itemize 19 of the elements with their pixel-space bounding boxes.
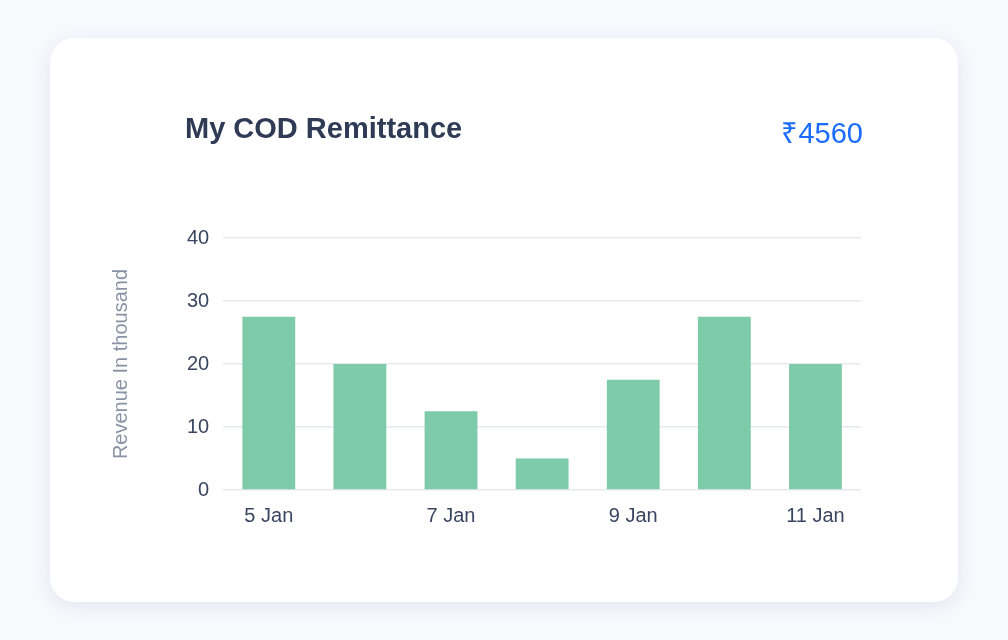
y-tick-label: 0 [198, 477, 210, 500]
chart-title: My COD Remittance [185, 112, 463, 145]
x-tick-label: 9 Jan [608, 503, 658, 526]
x-tick-label: 5 Jan [244, 503, 294, 526]
bar [333, 364, 387, 490]
x-tick-label: 7 Jan [426, 503, 476, 526]
bar [606, 379, 660, 490]
y-axis-title: Revenue In thousand [108, 268, 131, 460]
bar [424, 411, 478, 490]
y-tick-label: 40 [187, 225, 210, 248]
bar [697, 316, 751, 490]
bar [242, 316, 296, 490]
y-tick-label: 20 [187, 351, 210, 374]
text: ₹4560 [781, 116, 863, 151]
y-tick-label: 30 [187, 288, 210, 311]
bar [515, 458, 569, 490]
y-tick-label: 10 [187, 414, 210, 437]
bar [789, 364, 842, 490]
x-tick-label: 11 Jan [786, 503, 845, 526]
